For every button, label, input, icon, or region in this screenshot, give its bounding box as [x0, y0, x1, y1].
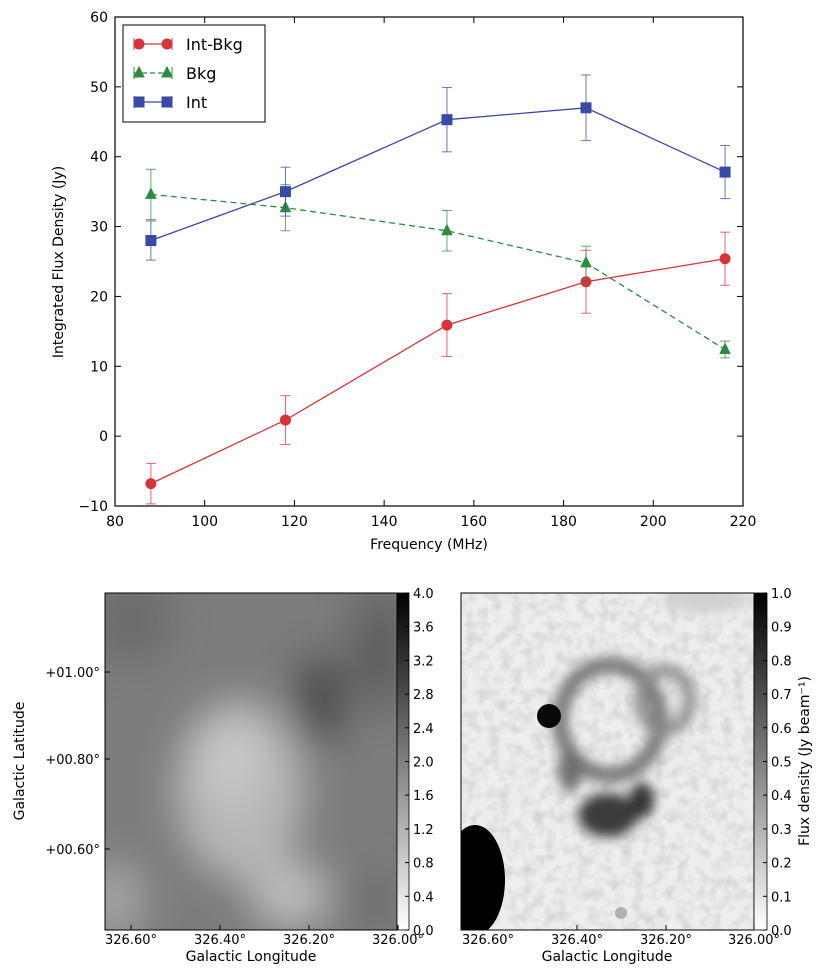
- intensity-map-image: [461, 593, 754, 930]
- colorbar-tick-label: 2.4: [413, 722, 434, 737]
- right-map-x-label: Galactic Longitude: [542, 949, 673, 965]
- data-point-int-bkg: [441, 319, 453, 331]
- legend-label: Int-Bkg: [186, 35, 243, 54]
- legend-marker: [161, 65, 173, 78]
- data-point-bkg: [719, 342, 731, 355]
- data-point-int-bkg: [719, 253, 731, 265]
- x-tick-label: 100: [191, 514, 218, 530]
- colorbar-tick-label: 0.5: [771, 756, 792, 771]
- x-tick-label: 120: [281, 514, 308, 530]
- y-tick-label: 10: [90, 359, 108, 375]
- legend-label: Bkg: [186, 64, 216, 83]
- data-point-int: [719, 166, 731, 178]
- series-int: [145, 74, 731, 261]
- legend-marker: [161, 96, 173, 108]
- map-y-tick-label: +00.80°: [45, 753, 100, 768]
- series-line-bkg: [150, 193, 726, 351]
- colorbar-tick-label: 1.6: [413, 789, 434, 804]
- colorbar-tick-label: 0.3: [771, 823, 792, 838]
- legend-marker: [133, 96, 145, 108]
- map-x-tick-label: 326.40°: [551, 933, 603, 948]
- y-tick-label: 0: [99, 429, 108, 445]
- left-map-y-label: Galactic Latitude: [12, 702, 28, 821]
- background-map: 4.0 3.6 3.2 2.8 2.4 2.0 1.6 1.2 0.8 0.4 0.0 326.60…: [12, 587, 434, 965]
- colorbar-tick-label: 0.0: [413, 924, 434, 939]
- map-x-tick-label: 326.00°: [372, 933, 424, 948]
- right-colorbar-label: Flux density (Jy beam⁻¹): [797, 676, 813, 846]
- x-tick-label: 80: [106, 514, 124, 530]
- intensity-map: 1.0 0.9 0.8 0.7 0.6 0.5 0.4 0.3 0.2 0.1 0.0 326.60…: [460, 587, 813, 965]
- colorbar-tick-label: 0.8: [771, 654, 792, 669]
- colorbar-tick-label: 0.4: [413, 890, 434, 905]
- map-x-tick-label: 326.60°: [462, 933, 514, 948]
- y-tick-label: 50: [90, 80, 108, 96]
- colorbar-tick-label: 0.6: [771, 722, 792, 737]
- y-tick-label: 20: [90, 289, 108, 305]
- map-y-tick-label: +01.00°: [45, 666, 100, 681]
- background-map-image: [105, 593, 397, 930]
- data-point-int: [145, 235, 157, 247]
- colorbar-tick-label: 0.2: [771, 857, 792, 872]
- map-x-tick-label: 326.20°: [283, 933, 335, 948]
- legend-marker: [133, 38, 145, 50]
- colorbar-tick-label: 0.7: [771, 688, 792, 703]
- left-map-x-label: Galactic Longitude: [186, 949, 317, 965]
- data-point-int: [441, 114, 453, 126]
- data-point-int: [580, 102, 592, 114]
- colorbar-tick-label: 0.9: [771, 621, 792, 636]
- series-int-bkg: [145, 231, 731, 505]
- legend-entry-bkg: Bkg: [133, 64, 216, 83]
- data-point-bkg: [441, 223, 453, 236]
- legend-label: Int: [186, 93, 207, 112]
- data-point-int-bkg: [279, 414, 291, 426]
- map-x-tick-label: 326.00°: [728, 933, 780, 948]
- y-tick-label: −10: [78, 499, 108, 515]
- data-point-int: [279, 186, 291, 198]
- legend-entry-int-bkg: Int-Bkg: [133, 35, 243, 54]
- legend: Int-Bkg Bkg Int: [122, 24, 266, 123]
- flux-density-line-chart: 80 100 120 140 160 180 200 220−100102030405060 …: [51, 10, 756, 553]
- colorbar-tick-label: 0.0: [771, 924, 792, 939]
- map-x-tick-label: 326.60°: [105, 933, 157, 948]
- map-x-tick-label: 326.20°: [640, 933, 692, 948]
- y-tick-label: 30: [90, 220, 108, 236]
- colorbar-tick-label: 4.0: [413, 587, 434, 602]
- x-axis-label: Frequency (MHz): [370, 537, 488, 553]
- legend-marker: [161, 38, 173, 50]
- y-axis-label: Integrated Flux Density (Jy): [51, 166, 67, 358]
- colorbar-tick-label: 3.2: [413, 654, 434, 669]
- y-tick-label: 40: [90, 150, 108, 166]
- colorbar-tick-label: 1.2: [413, 823, 434, 838]
- colorbar-tick-label: 0.4: [771, 789, 792, 804]
- x-tick-label: 140: [371, 514, 398, 530]
- colorbar-tick-label: 1.0: [771, 587, 792, 602]
- map-x-tick-label: 326.40°: [194, 933, 246, 948]
- legend-entry-int: Int: [133, 93, 207, 112]
- x-tick-label: 200: [640, 514, 667, 530]
- legend-marker: [133, 65, 145, 78]
- colorbar-tick-label: 0.1: [771, 890, 792, 905]
- data-point-int-bkg: [145, 478, 157, 490]
- x-tick-label: 160: [460, 514, 487, 530]
- y-tick-label: 60: [90, 10, 108, 26]
- colorbar-tick-label: 0.8: [413, 857, 434, 872]
- colorbar-tick-label: 3.6: [413, 621, 434, 636]
- x-tick-label: 180: [550, 514, 577, 530]
- data-point-bkg: [580, 255, 592, 268]
- x-tick-label: 220: [730, 514, 757, 530]
- colorbar-tick-label: 2.8: [413, 688, 434, 703]
- colorbar-tick-label: 2.0: [413, 756, 434, 771]
- data-point-bkg: [145, 187, 157, 199]
- map-y-tick-label: +00.60°: [45, 843, 100, 858]
